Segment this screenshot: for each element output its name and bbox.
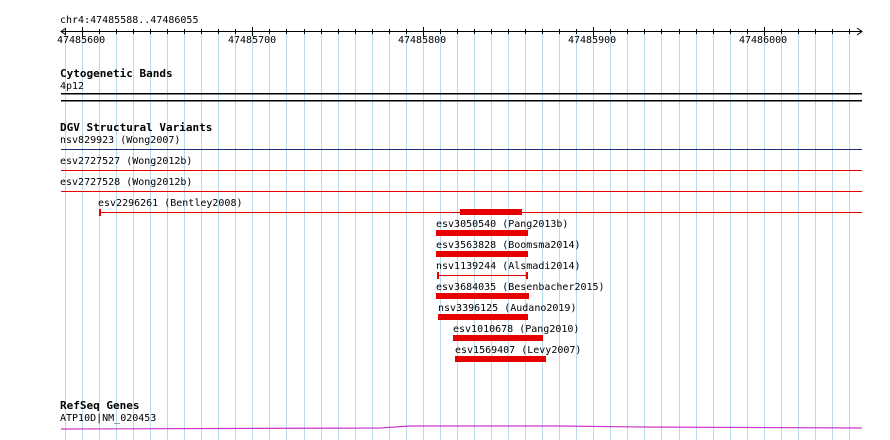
ruler-region-label: chr4:47485588..47486055 (60, 15, 199, 26)
ruler-left-arrow (60, 27, 67, 36)
ruler-tick-label-0: 47485600 (57, 35, 106, 46)
variant-glyph-nsv3396125 (438, 314, 528, 320)
variant-label-nsv3396125[interactable]: nsv3396125 (Audano2019) (438, 303, 577, 314)
cytoband-4p12-top-line (61, 93, 862, 95)
cytoband-4p12-bottom-line (61, 100, 862, 102)
variant-glyph-nsv1139244-right-cap (526, 272, 528, 279)
variant-label-nsv829923[interactable]: nsv829923 (Wong2007) (60, 135, 181, 146)
ruler-right-arrow (856, 27, 863, 36)
variant-label-esv3050540[interactable]: esv3050540 (Pang2013b) (436, 219, 569, 230)
variant-label-esv1010678[interactable]: esv1010678 (Pang2010) (453, 324, 580, 335)
ruler-tick-label-2: 47485800 (398, 35, 447, 46)
dgv-track-title: DGV Structural Variants (60, 121, 213, 134)
cytoband-label: 4p12 (60, 81, 85, 92)
variant-glyph-nsv1139244 (437, 275, 528, 276)
gene-line-atp10d (60, 425, 863, 430)
gene-label-atp10d[interactable]: ATP10D|NM_020453 (60, 413, 157, 424)
variant-glyph-esv1010678 (453, 335, 543, 341)
variant-label-esv1569407[interactable]: esv1569407 (Levy2007) (455, 345, 582, 356)
variant-glyph-nsv1139244-left-cap (437, 272, 439, 279)
variant-glyph-nsv829923 (61, 149, 862, 150)
refseq-track-title: RefSeq Genes (60, 399, 140, 412)
variant-label-esv2727528[interactable]: esv2727528 (Wong2012b) (60, 177, 193, 188)
variant-glyph-esv1569407 (455, 356, 546, 362)
variant-glyph-esv3684035 (436, 293, 529, 299)
variant-label-esv2296261[interactable]: esv2296261 (Bentley2008) (98, 198, 243, 209)
variant-label-esv2727527[interactable]: esv2727527 (Wong2012b) (60, 156, 193, 167)
variant-glyph-esv2296261-left-cap (99, 209, 101, 216)
variant-glyph-esv2727528 (61, 191, 862, 192)
variant-glyph-esv2296261-block (460, 209, 522, 215)
variant-label-nsv1139244[interactable]: nsv1139244 (Alsmadi2014) (436, 261, 581, 272)
ruler-tick-label-4: 47486000 (739, 35, 788, 46)
variant-glyph-esv3050540 (436, 230, 528, 236)
ruler-tick-label-1: 47485700 (228, 35, 277, 46)
cytobands-track-title: Cytogenetic Bands (60, 67, 173, 80)
variant-label-esv3684035[interactable]: esv3684035 (Besenbacher2015) (436, 282, 605, 293)
ruler-tick-label-3: 47485900 (568, 35, 617, 46)
variant-glyph-esv2727527 (61, 170, 862, 171)
variant-label-esv3563828[interactable]: esv3563828 (Boomsma2014) (436, 240, 581, 251)
variant-glyph-esv3563828 (436, 251, 528, 257)
